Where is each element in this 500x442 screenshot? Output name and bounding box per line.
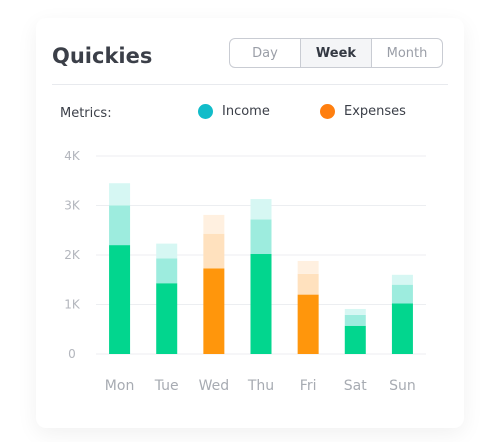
legend-item-expenses[interactable]: Expenses [320,104,406,119]
bar-segment-sun-2[interactable] [391,284,413,304]
legend-label-expenses: Expenses [344,104,406,119]
bar-segment-tue-2[interactable] [156,258,178,284]
bar-segment-sat-2[interactable] [344,314,366,326]
expenses-dot-icon [320,104,335,119]
x-tick-label-mon: Mon [105,378,135,394]
bar-segment-mon-1[interactable] [109,245,131,354]
y-axis: 0 1K 2K 3K 4K [64,149,81,361]
x-axis: Mon Tue Wed Thu Fri Sat Sun [105,378,416,394]
bar-segment-wed-2[interactable] [203,233,225,269]
bar-chart: 0 1K 2K 3K 4K Mon Tue Wed Thu Fri Sat Sun [64,149,426,394]
bar-segment-fri-2[interactable] [297,273,319,295]
card-title: Quickies [52,44,153,68]
bar-segment-mon-2[interactable] [109,205,131,246]
x-tick-label-sat: Sat [344,378,367,394]
x-tick-label-tue: Tue [154,378,179,394]
x-tick-label-fri: Fri [300,378,317,394]
income-dot-icon [198,104,213,119]
bar-segment-thu-3[interactable] [250,199,272,220]
legend-label-income: Income [222,104,270,119]
bar-segment-fri-1[interactable] [297,294,319,354]
tab-day[interactable]: Day [230,39,301,67]
y-tick-label: 0 [68,347,76,361]
x-tick-label-sun: Sun [389,378,416,394]
bars [109,183,413,354]
period-selector: Day Week Month [229,38,443,68]
bar-segment-tue-3[interactable] [156,243,178,259]
bar-segment-wed-1[interactable] [203,268,225,354]
x-tick-label-thu: Thu [247,378,274,394]
bar-segment-thu-2[interactable] [250,219,272,255]
legend-item-income[interactable]: Income [198,104,270,119]
bar-segment-sat-1[interactable] [344,325,366,354]
bar-segment-sat-3[interactable] [344,308,366,315]
y-tick-label: 2K [64,248,81,262]
tab-month[interactable]: Month [386,45,428,61]
x-tick-label-wed: Wed [199,378,230,394]
chart-card: Quickies Day Week Month Metrics: Income … [36,18,464,428]
bar-segment-fri-3[interactable] [297,260,319,274]
bar-segment-sun-3[interactable] [391,274,413,285]
bar-segment-wed-3[interactable] [203,214,225,234]
metrics-label: Metrics: [60,106,112,121]
header-divider [52,84,448,85]
bar-segment-thu-1[interactable] [250,254,272,354]
bar-segment-mon-3[interactable] [109,183,131,206]
bar-segment-tue-1[interactable] [156,283,178,354]
y-tick-label: 3K [64,199,81,213]
y-tick-label: 1K [64,298,81,312]
y-tick-label: 4K [64,149,81,163]
bar-segment-sun-1[interactable] [391,303,413,354]
tab-week[interactable]: Week [301,39,372,67]
